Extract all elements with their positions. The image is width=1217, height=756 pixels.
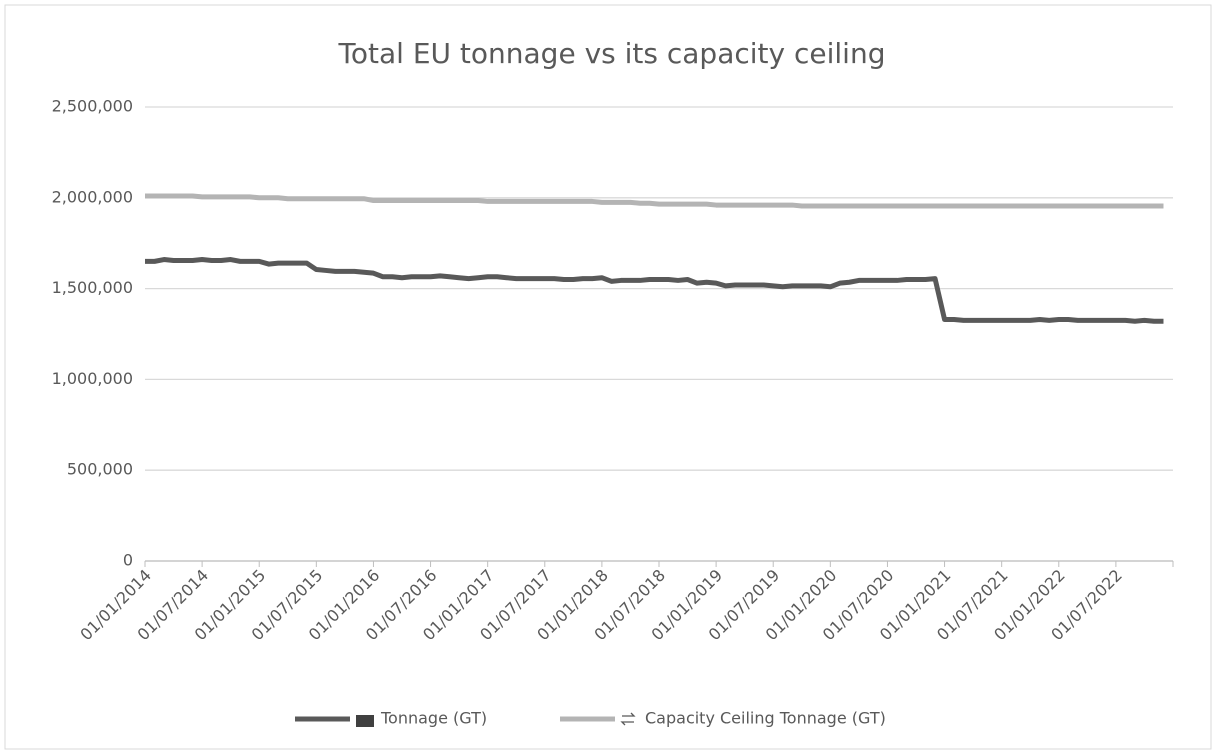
y-tick-label: 2,500,000	[52, 97, 133, 116]
y-tick-label: 500,000	[67, 460, 133, 479]
chart-border	[4, 4, 1212, 750]
series-line	[145, 257, 1164, 324]
y-tick-label: 2,000,000	[52, 187, 133, 206]
y-tick-label: 1,500,000	[52, 278, 133, 297]
y-tick-label: 1,000,000	[52, 369, 133, 388]
series-line	[145, 193, 1164, 209]
legend-icon	[356, 715, 374, 727]
legend-icon	[620, 712, 636, 726]
legend-label: Tonnage (GT)	[380, 709, 487, 728]
y-tick-label: 0	[123, 551, 133, 570]
chart-title: Total EU tonnage vs its capacity ceiling	[338, 37, 886, 70]
legend-label: Capacity Ceiling Tonnage (GT)	[645, 709, 886, 728]
